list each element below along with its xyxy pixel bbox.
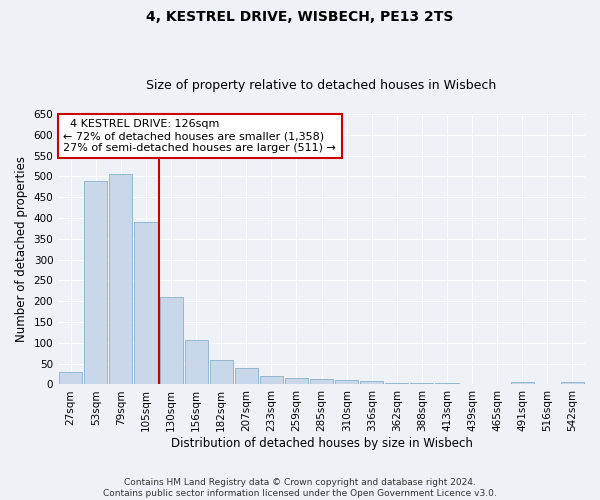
Y-axis label: Number of detached properties: Number of detached properties xyxy=(15,156,28,342)
Bar xyxy=(360,381,383,384)
Bar xyxy=(310,380,333,384)
Bar xyxy=(436,383,458,384)
Bar xyxy=(59,372,82,384)
Bar xyxy=(134,222,158,384)
Bar xyxy=(235,368,258,384)
Bar xyxy=(185,340,208,384)
Text: 4 KESTREL DRIVE: 126sqm
← 72% of detached houses are smaller (1,358)
27% of semi: 4 KESTREL DRIVE: 126sqm ← 72% of detache… xyxy=(64,120,337,152)
Bar xyxy=(511,382,534,384)
Title: Size of property relative to detached houses in Wisbech: Size of property relative to detached ho… xyxy=(146,79,497,92)
Bar xyxy=(260,376,283,384)
Bar xyxy=(385,383,409,384)
Bar xyxy=(84,180,107,384)
X-axis label: Distribution of detached houses by size in Wisbech: Distribution of detached houses by size … xyxy=(170,437,473,450)
Text: Contains HM Land Registry data © Crown copyright and database right 2024.
Contai: Contains HM Land Registry data © Crown c… xyxy=(103,478,497,498)
Bar xyxy=(561,382,584,384)
Bar xyxy=(410,383,433,384)
Bar xyxy=(109,174,133,384)
Text: 4, KESTREL DRIVE, WISBECH, PE13 2TS: 4, KESTREL DRIVE, WISBECH, PE13 2TS xyxy=(146,10,454,24)
Bar xyxy=(335,380,358,384)
Bar xyxy=(285,378,308,384)
Bar xyxy=(160,297,182,384)
Bar xyxy=(209,360,233,384)
